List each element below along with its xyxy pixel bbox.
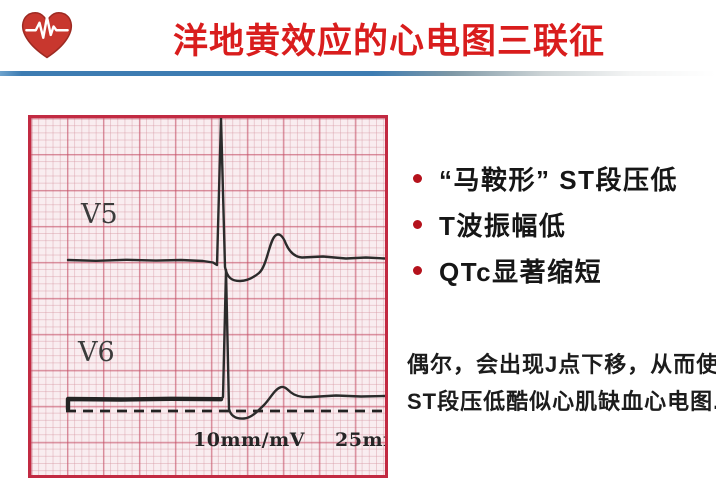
ecg-trace-v5 <box>66 118 385 283</box>
paper-speed-label: 25mm <box>335 429 385 451</box>
title-divider <box>0 71 716 76</box>
bullet-item-st-depression: “马鞍形” ST段压低 <box>413 161 678 195</box>
page-title: 洋地黄效应的心电图三联征 <box>172 21 605 62</box>
note-line-2: ST段压低酷似心肌缺血心电图... <box>407 389 716 414</box>
heart-icon <box>21 12 73 59</box>
bullet-item-qtc: QTc显著缩短 <box>413 253 602 287</box>
bullet-label: “马鞍形” ST段压低 <box>439 164 678 195</box>
calibration-label: 10mm/mV <box>193 429 305 451</box>
bullet-dot <box>413 173 422 183</box>
lead-label-v6: V6 <box>78 337 115 368</box>
lead-label-v5: V5 <box>81 199 118 230</box>
note-line-1: 偶尔，会出现J点下移，从而使得 <box>407 352 716 377</box>
bullet-dot <box>413 265 422 275</box>
ecg-trace-v6 <box>219 268 385 420</box>
bullet-dot <box>413 219 422 229</box>
ecg-traces <box>65 118 385 420</box>
ecg-baseline-v6 <box>65 396 224 412</box>
bullet-label: QTc显著缩短 <box>439 256 603 287</box>
bullet-label: T波振幅低 <box>439 210 567 241</box>
note-paragraph: 偶尔，会出现J点下移，从而使得 ST段压低酷似心肌缺血心电图... <box>407 346 716 426</box>
ecg-figure: V5 V6 10mm/mV 25mm <box>28 115 388 478</box>
bullet-item-t-wave: T波振幅低 <box>413 207 566 241</box>
heart-ecg-icon <box>17 4 77 64</box>
